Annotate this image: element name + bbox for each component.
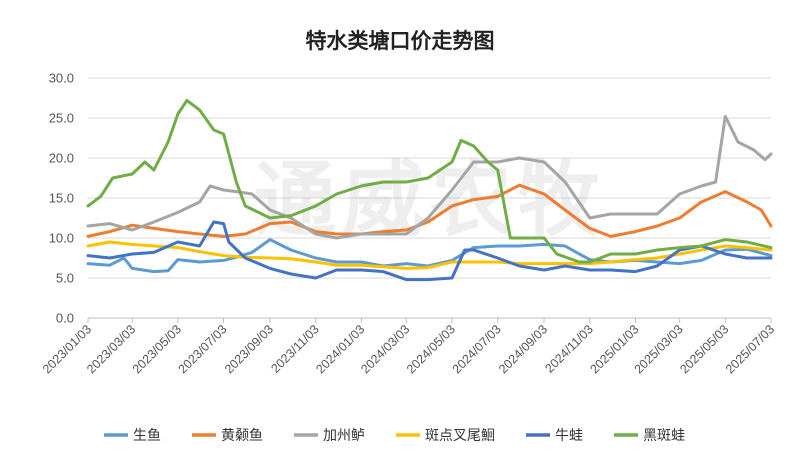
- legend-label: 斑点叉尾鮰: [425, 428, 495, 444]
- y-tick-label: 5.0: [56, 271, 74, 286]
- y-tick-label: 30.0: [49, 71, 74, 86]
- y-tick-label: 25.0: [49, 111, 74, 126]
- legend: 生鱼 黄颡鱼 加州鲈 斑点叉尾鮰 牛蛙 黑斑蛙: [104, 427, 685, 444]
- y-tick-label: 15.0: [49, 191, 74, 206]
- series-line: [86, 114, 773, 240]
- series-lines: [86, 98, 773, 282]
- series-line: [86, 220, 773, 282]
- legend-label: 生鱼: [133, 427, 161, 444]
- x-tick-label: 2023/05/03: [130, 322, 184, 376]
- series-line: [86, 240, 773, 270]
- y-tick-label: 0.0: [56, 311, 74, 326]
- x-tick-label: 2023/09/03: [222, 322, 276, 376]
- x-tick-label: 2023/07/03: [176, 322, 230, 376]
- x-tick-label: 2024/09/03: [496, 322, 550, 376]
- series-line: [86, 183, 773, 238]
- chart-title: 特水类塘口价走势图: [306, 28, 495, 53]
- x-tick-label: 2025/07/03: [723, 322, 777, 376]
- legend-label: 牛蛙: [555, 428, 583, 444]
- x-axis: 2023/01/032023/03/032023/05/032023/07/03…: [40, 318, 777, 376]
- series-line: [86, 98, 773, 264]
- x-tick-label: 2024/07/03: [450, 322, 504, 376]
- x-tick-label: 2025/05/03: [677, 322, 731, 376]
- y-axis: 0.0 5.0 10.0 15.0 20.0 25.0 30.0: [49, 71, 74, 326]
- y-tick-label: 10.0: [49, 231, 74, 246]
- series-line: [86, 238, 773, 274]
- x-tick-label: 2024/05/03: [404, 322, 458, 376]
- legend-label: 黑斑蛙: [643, 428, 685, 444]
- legend-label: 加州鲈: [323, 428, 365, 444]
- legend-label: 黄颡鱼: [221, 427, 263, 444]
- y-tick-label: 20.0: [49, 151, 74, 166]
